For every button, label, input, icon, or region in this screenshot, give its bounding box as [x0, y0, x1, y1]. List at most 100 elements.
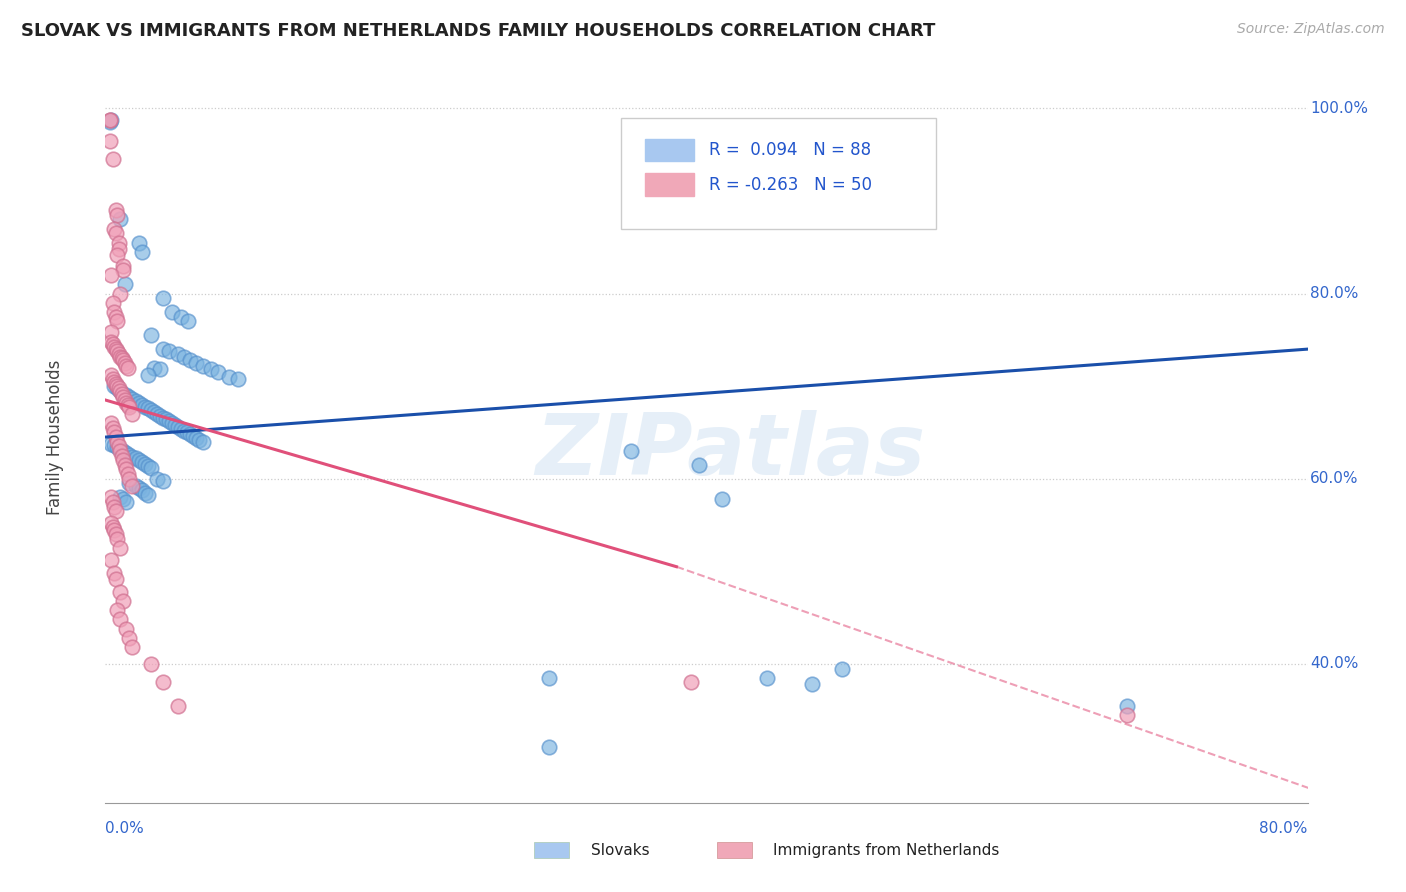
- Point: [112, 453, 135, 467]
- Point: [115, 359, 138, 373]
- Point: [103, 523, 125, 537]
- Point: [117, 360, 139, 375]
- Point: [110, 442, 132, 456]
- Point: [100, 112, 122, 127]
- Point: [110, 444, 132, 458]
- Point: [181, 429, 204, 443]
- Point: [136, 458, 159, 473]
- Point: [1116, 698, 1139, 713]
- Point: [1116, 707, 1139, 722]
- Point: [115, 446, 138, 460]
- Point: [115, 462, 138, 476]
- Point: [166, 420, 188, 434]
- Point: [115, 396, 138, 410]
- Point: [104, 342, 127, 356]
- Point: [169, 310, 191, 324]
- Point: [101, 421, 124, 435]
- Point: [148, 409, 170, 423]
- Point: [157, 414, 180, 428]
- Point: [103, 438, 125, 452]
- Point: [142, 405, 165, 419]
- Point: [115, 388, 138, 402]
- Point: [218, 370, 240, 384]
- Point: [157, 343, 180, 358]
- Point: [117, 467, 139, 482]
- Point: [103, 375, 125, 389]
- Point: [103, 340, 125, 354]
- Point: [187, 433, 209, 447]
- Point: [131, 244, 153, 259]
- Point: [177, 314, 200, 328]
- Point: [131, 483, 153, 497]
- Point: [124, 394, 146, 409]
- Point: [115, 622, 138, 636]
- Point: [184, 431, 207, 445]
- Point: [110, 286, 132, 301]
- Text: 60.0%: 60.0%: [1310, 471, 1358, 486]
- Text: Source: ZipAtlas.com: Source: ZipAtlas.com: [1237, 22, 1385, 37]
- Point: [101, 520, 124, 534]
- Point: [98, 134, 121, 148]
- Text: SLOVAK VS IMMIGRANTS FROM NETHERLANDS FAMILY HOUSEHOLDS CORRELATION CHART: SLOVAK VS IMMIGRANTS FROM NETHERLANDS FA…: [21, 22, 935, 40]
- Text: Immigrants from Netherlands: Immigrants from Netherlands: [773, 843, 1000, 857]
- Text: Family Households: Family Households: [46, 359, 63, 515]
- Point: [620, 444, 643, 458]
- Point: [173, 350, 195, 364]
- Point: [128, 396, 150, 410]
- Point: [124, 479, 146, 493]
- Point: [800, 677, 823, 691]
- Point: [107, 379, 129, 393]
- Point: [131, 398, 153, 412]
- Point: [108, 242, 131, 256]
- Point: [107, 343, 129, 358]
- Point: [148, 362, 170, 376]
- Point: [207, 365, 229, 379]
- Point: [107, 248, 129, 262]
- Point: [136, 401, 159, 416]
- Point: [142, 360, 165, 375]
- Point: [128, 235, 150, 250]
- Point: [166, 698, 188, 713]
- Point: [104, 377, 127, 392]
- Point: [103, 221, 125, 235]
- Point: [101, 372, 124, 386]
- Point: [100, 268, 122, 282]
- Point: [110, 384, 132, 398]
- Point: [114, 392, 136, 407]
- Point: [108, 381, 131, 395]
- Point: [134, 400, 156, 414]
- Point: [100, 416, 122, 430]
- Point: [118, 401, 141, 415]
- Point: [155, 412, 177, 426]
- Point: [179, 427, 201, 442]
- Point: [101, 295, 124, 310]
- Point: [104, 504, 127, 518]
- Point: [755, 671, 778, 685]
- Point: [152, 342, 174, 356]
- Text: 80.0%: 80.0%: [1260, 821, 1308, 836]
- Point: [112, 444, 135, 458]
- Point: [173, 424, 195, 438]
- Point: [100, 436, 122, 450]
- Point: [145, 472, 167, 486]
- Point: [114, 277, 136, 292]
- Text: 0.0%: 0.0%: [105, 821, 145, 836]
- Point: [110, 350, 132, 364]
- Point: [121, 640, 143, 655]
- Point: [136, 368, 159, 382]
- Point: [103, 305, 125, 319]
- Point: [101, 337, 124, 351]
- Point: [103, 500, 125, 514]
- Point: [139, 657, 162, 671]
- Point: [110, 612, 132, 626]
- Point: [179, 353, 201, 368]
- Point: [112, 492, 135, 507]
- Point: [128, 481, 150, 495]
- Point: [103, 425, 125, 440]
- Point: [111, 449, 134, 463]
- Text: R = -0.263   N = 50: R = -0.263 N = 50: [709, 176, 872, 194]
- Point: [98, 113, 121, 128]
- Point: [104, 203, 127, 218]
- Point: [107, 434, 129, 449]
- Point: [191, 434, 214, 449]
